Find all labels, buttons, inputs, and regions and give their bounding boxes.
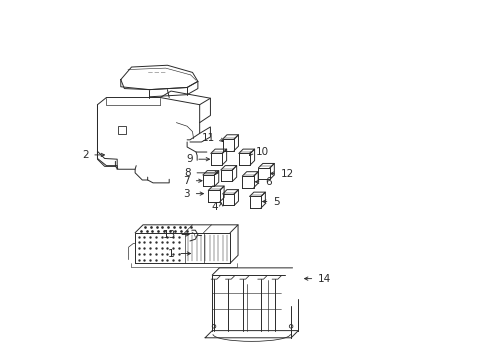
Text: 9: 9 xyxy=(185,154,192,164)
Text: 2: 2 xyxy=(81,150,88,160)
Text: 1: 1 xyxy=(167,248,174,258)
Text: 6: 6 xyxy=(265,177,271,187)
Text: 12: 12 xyxy=(280,168,293,179)
Text: — — —: — — — xyxy=(147,70,165,75)
Text: 13: 13 xyxy=(162,230,175,239)
Text: 7: 7 xyxy=(183,176,190,186)
Text: 14: 14 xyxy=(317,274,330,284)
Text: 4: 4 xyxy=(210,202,217,212)
Text: 10: 10 xyxy=(255,147,268,157)
Bar xyxy=(118,126,126,134)
Text: 11: 11 xyxy=(202,133,215,143)
Text: 8: 8 xyxy=(183,168,190,178)
Text: 3: 3 xyxy=(183,189,190,199)
Text: 5: 5 xyxy=(273,197,279,207)
